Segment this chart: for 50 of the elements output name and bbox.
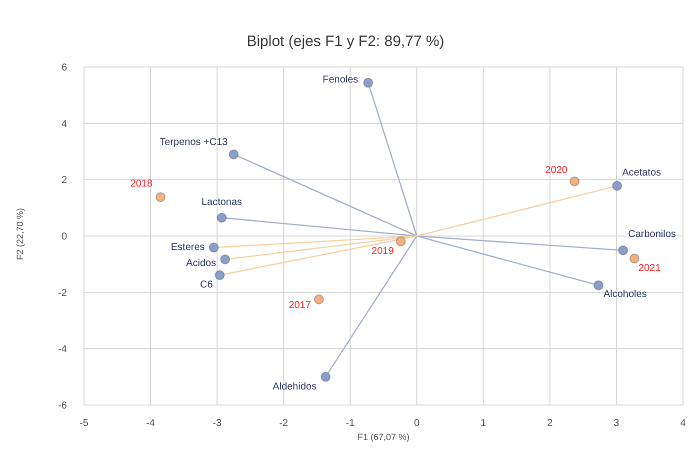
x-tick-label: -5 — [80, 418, 89, 430]
y-tick-label: -2 — [58, 288, 68, 299]
series-label: 2021 — [638, 263, 662, 274]
series-label: Aldehidos — [272, 381, 317, 392]
point — [570, 176, 580, 186]
series-label: Alcoholes — [603, 288, 647, 300]
point — [618, 245, 628, 256]
y-tick-label: 4 — [61, 118, 68, 130]
series-label: Fenoles — [322, 74, 358, 86]
series-label: Acetatos — [622, 167, 662, 178]
y-tick-label: -4 — [58, 344, 68, 356]
series-label: C6 — [200, 280, 214, 291]
series-label: 2018 — [130, 178, 153, 190]
point — [220, 254, 230, 264]
point — [396, 236, 406, 246]
point — [314, 294, 324, 304]
series-label: Esteres — [170, 242, 205, 254]
series-label: Carbonilos — [628, 228, 676, 240]
x-tick-label: 0 — [414, 418, 420, 430]
y-tick-label: 6 — [61, 62, 68, 74]
x-tick-label: 2 — [547, 418, 554, 430]
point — [593, 280, 604, 290]
point — [612, 180, 622, 191]
point — [228, 149, 239, 160]
point — [363, 78, 374, 88]
x-tick-label: 1 — [480, 418, 487, 430]
x-tick-label: -1 — [346, 418, 356, 430]
point — [629, 254, 640, 264]
series-label: Acidos — [186, 258, 216, 269]
series-label: 2017 — [288, 300, 312, 311]
point — [156, 192, 166, 202]
series-label: 2019 — [372, 246, 394, 257]
x-tick-label: -2 — [279, 418, 289, 430]
x-tick-label: 3 — [614, 418, 620, 430]
y-tick-label: -6 — [58, 400, 68, 412]
series-label: Lactonas — [201, 197, 242, 208]
series-label: 2020 — [545, 164, 568, 176]
series-label: Terpenos +C13 — [160, 136, 228, 148]
x-tick-label: 4 — [680, 418, 686, 430]
point — [216, 212, 227, 223]
chart-title: Biplot (ejes F1 y F2: 89,77 %) — [246, 33, 446, 50]
point — [320, 372, 331, 382]
y-tick-label: 2 — [61, 175, 68, 186]
y-axis-title: F2 (22,70 %) — [15, 206, 25, 262]
x-tick-label: -3 — [212, 418, 222, 430]
point — [208, 242, 219, 253]
point — [214, 270, 225, 280]
x-tick-label: -4 — [146, 418, 156, 430]
x-axis-title: F1 (67,07 %) — [356, 432, 411, 442]
y-tick-label: 0 — [61, 232, 68, 243]
